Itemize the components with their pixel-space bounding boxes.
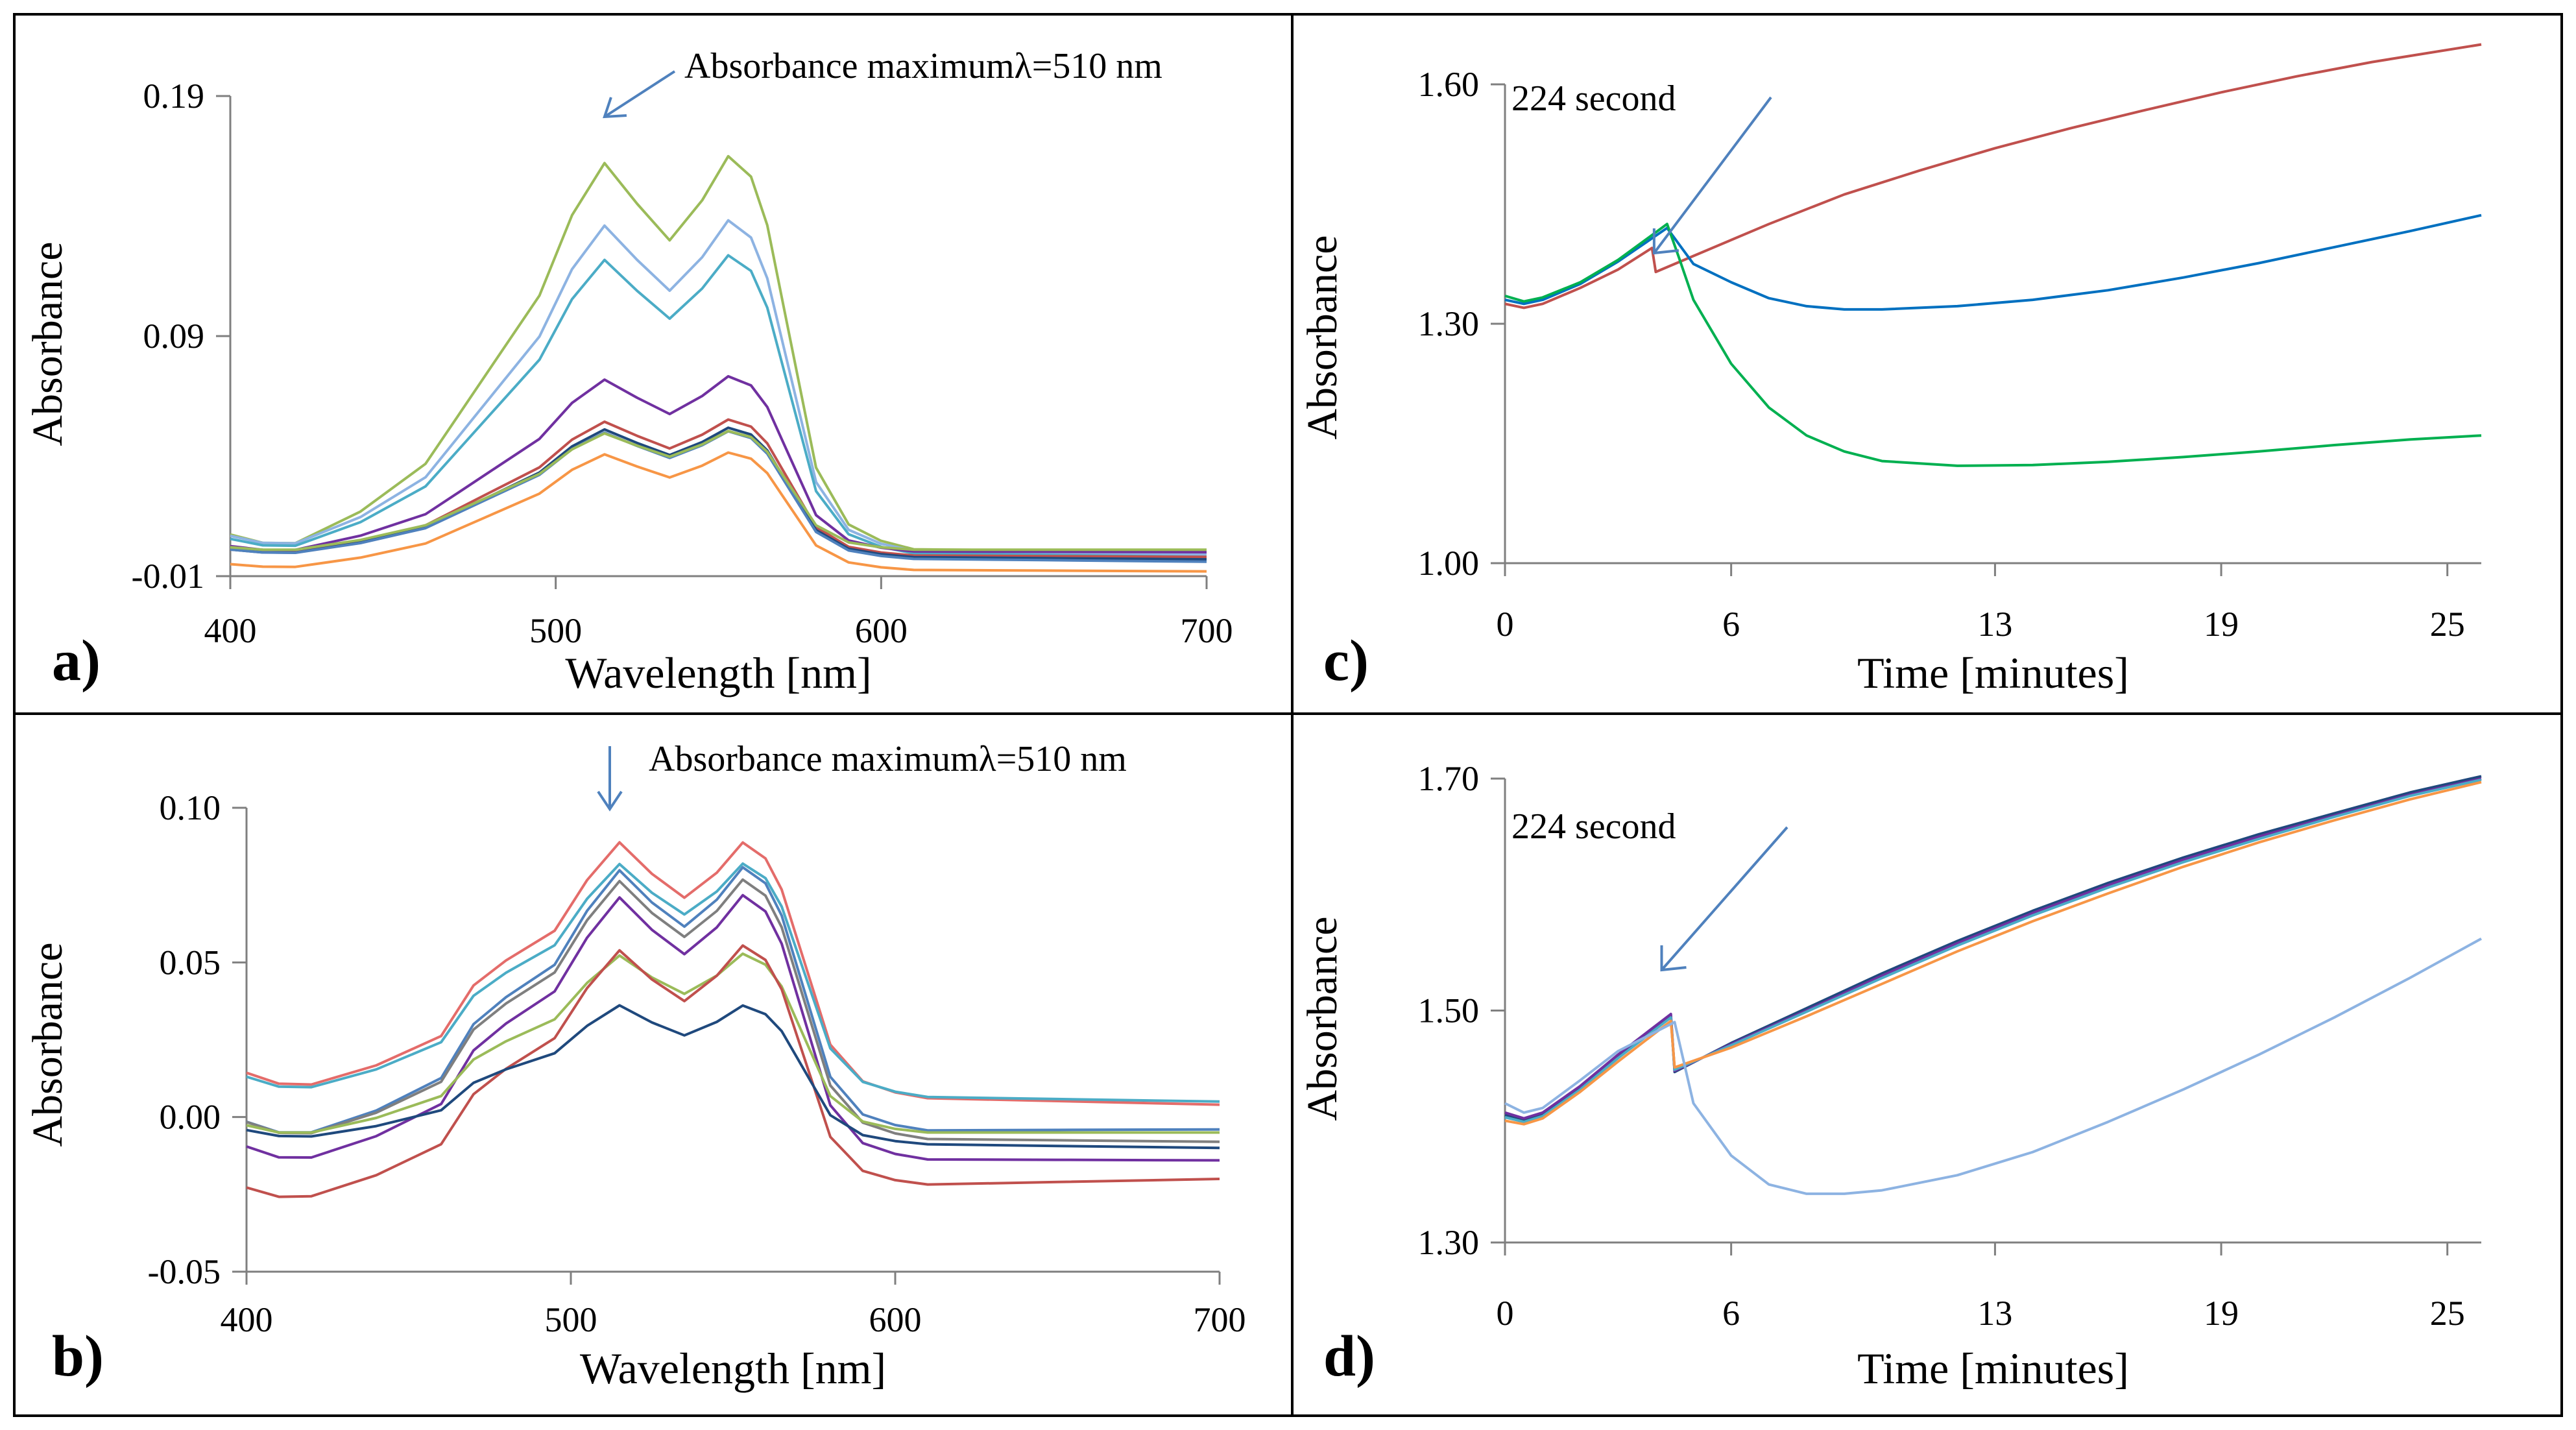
panel-a: -0.01 0.09 0.19 400 500 600 700 Wavelength [nm]… (24, 46, 1233, 697)
x-tick-label: 6 (1722, 605, 1740, 644)
y-tick-label: 1.30 (1418, 1223, 1480, 1262)
x-tick-label: 19 (2204, 605, 2239, 644)
x-tick-label: 600 (869, 1300, 922, 1339)
annotation-arrow (1660, 826, 1788, 971)
series-line-teal (1504, 778, 2482, 1124)
panel-d: 1.30 1.50 1.70 0 6 13 19 25 Time [minutes] Absorb… (1299, 759, 2482, 1393)
y-tick-label: 1.00 (1418, 544, 1480, 583)
annotation-text: 224 second (1511, 806, 1676, 847)
series-line-s8 (246, 1004, 1220, 1150)
series-line-orange (1504, 781, 2482, 1126)
series-line-s3 (230, 254, 1207, 559)
series-line-s3 (246, 866, 1220, 1134)
y-tick-label: 0.09 (143, 317, 205, 356)
y-axis-title: Absorbance (1299, 235, 1346, 439)
series-line-s7 (246, 944, 1220, 1198)
annotation-arrowhead (603, 97, 627, 119)
series-line-s2 (230, 219, 1207, 556)
x-tick-label: 700 (1194, 1300, 1246, 1339)
x-tick-label: 600 (855, 611, 908, 650)
x-axis-title: Wavelength [nm] (580, 1344, 886, 1393)
y-tick-label: 1.70 (1418, 759, 1480, 798)
x-tick-label: 400 (204, 611, 257, 650)
annotation-text: Absorbance maximumλ=510 nm (649, 739, 1127, 779)
series-line-s5 (246, 893, 1220, 1162)
panel-label: b) (52, 1324, 104, 1388)
y-tick-label: -0.01 (132, 557, 204, 596)
x-tick-label: 6 (1722, 1294, 1740, 1333)
panel-b: -0.05 0.00 0.05 0.10 400 500 600 700 Wavelength … (24, 739, 1246, 1393)
x-axis-title: Time [minutes] (1857, 648, 2129, 697)
y-tick-label: 0.10 (160, 788, 221, 827)
panel-label: d) (1323, 1324, 1375, 1388)
panel-label: c) (1323, 629, 1369, 693)
y-tick-label: 0.19 (143, 77, 205, 115)
x-tick-label: 400 (221, 1300, 273, 1339)
y-tick-label: -0.05 (148, 1252, 221, 1291)
annotation-arrowhead (597, 790, 623, 812)
x-tick-label: 500 (545, 1300, 597, 1339)
y-axis-title: Absorbance (24, 241, 71, 446)
series-line-purple (1504, 777, 2482, 1120)
x-tick-label: 13 (1977, 1294, 2012, 1333)
y-tick-label: 1.60 (1418, 65, 1480, 104)
series-line-s6 (246, 952, 1220, 1134)
annotation-text: Absorbance maximumλ=510 nm (684, 46, 1162, 86)
series-line-red (1504, 43, 2482, 309)
series-line-s8 (230, 430, 1207, 551)
panel-label: a) (52, 629, 101, 693)
y-tick-label: 0.05 (160, 943, 221, 982)
annotation-arrowhead (1652, 228, 1679, 255)
series-line-blue (1504, 213, 2482, 311)
x-tick-label: 0 (1497, 605, 1514, 644)
series-line-light-blue (1504, 937, 2482, 1195)
series-line-s4 (246, 878, 1220, 1143)
x-tick-label: 500 (529, 611, 582, 650)
x-tick-label: 25 (2430, 605, 2465, 644)
series-line-green (1504, 223, 2482, 467)
panel-c: 1.00 1.30 1.60 0 6 13 19 25 Time [minutes] Absorb… (1299, 43, 2482, 697)
y-tick-label: 1.30 (1418, 304, 1480, 343)
annotation-arrowhead (1660, 945, 1687, 972)
series-line-s1 (230, 154, 1207, 553)
series-line-s4 (230, 375, 1207, 553)
x-tick-label: 700 (1181, 611, 1233, 650)
y-tick-label: 0.00 (160, 1098, 221, 1137)
y-tick-label: 1.50 (1418, 991, 1480, 1030)
x-axis-title: Wavelength [nm] (565, 648, 871, 697)
x-tick-label: 25 (2430, 1294, 2465, 1333)
x-tick-label: 0 (1497, 1294, 1514, 1333)
y-axis-title: Absorbance (1299, 916, 1346, 1121)
annotation-arrow (603, 70, 676, 118)
x-tick-label: 13 (1977, 605, 2012, 644)
series-line-s9 (230, 451, 1207, 573)
annotation-text: 224 second (1511, 79, 1676, 119)
y-axis-title: Absorbance (24, 942, 71, 1146)
x-axis-title: Time [minutes] (1857, 1344, 2129, 1393)
series-line-s2 (246, 862, 1220, 1103)
annotation-arrow (1653, 96, 1772, 254)
x-tick-label: 19 (2204, 1294, 2239, 1333)
